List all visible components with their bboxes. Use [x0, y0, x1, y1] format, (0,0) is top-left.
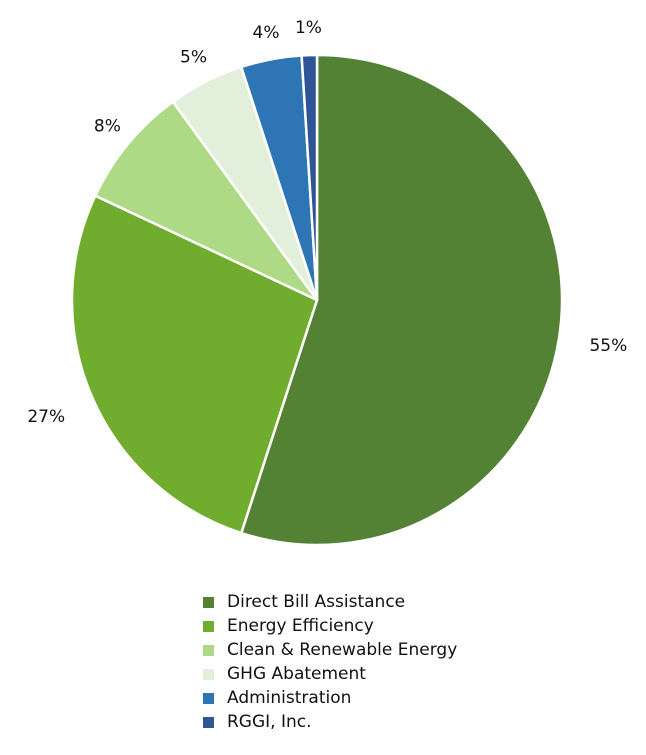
legend-label: Energy Efficiency — [227, 616, 374, 636]
legend-label: Clean & Renewable Energy — [227, 640, 458, 660]
data-label: 1% — [295, 18, 322, 38]
legend-item: Energy Efficiency — [203, 614, 457, 638]
legend-item: RGGI, Inc. — [203, 710, 457, 734]
data-label: 8% — [94, 117, 121, 137]
legend-swatch — [203, 644, 214, 656]
data-label: 55% — [589, 336, 627, 356]
legend-swatch — [203, 692, 214, 704]
legend-item: GHG Abatement — [203, 662, 457, 686]
legend-label: GHG Abatement — [227, 664, 366, 684]
pie-slice — [240, 53, 564, 547]
data-label: 5% — [180, 48, 207, 68]
legend-label: Administration — [227, 688, 352, 708]
legend-swatch — [203, 716, 214, 728]
pie-chart: 55% 27% 8% 5% 4% 1% — [27, 18, 627, 547]
legend-swatch — [203, 668, 214, 680]
legend-item: Administration — [203, 686, 457, 710]
legend-label: Direct Bill Assistance — [227, 592, 406, 612]
legend-item: Clean & Renewable Energy — [203, 638, 457, 662]
pie-slice — [70, 194, 319, 535]
data-label: 4% — [253, 23, 280, 43]
legend-item: Direct Bill Assistance — [203, 590, 457, 614]
legend-label: RGGI, Inc. — [227, 712, 312, 732]
pie-slice — [94, 100, 319, 302]
legend-swatch — [203, 620, 214, 632]
legend: Direct Bill Assistance Energy Efficiency… — [203, 590, 457, 734]
legend-swatch — [203, 596, 214, 608]
data-label: 27% — [27, 407, 65, 427]
pie-slice — [300, 53, 319, 302]
